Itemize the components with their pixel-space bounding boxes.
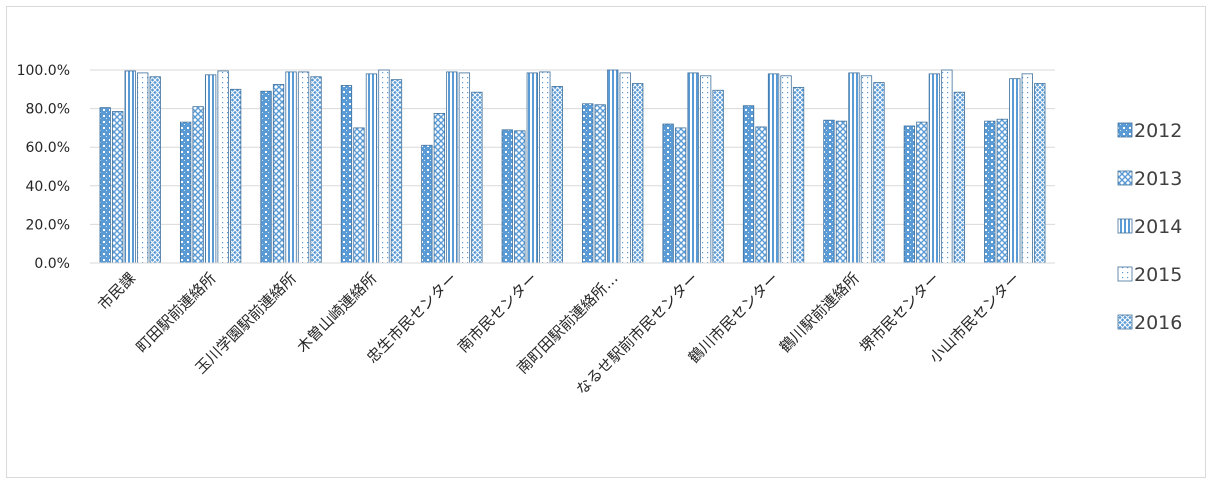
bar-2015-5 <box>539 71 551 264</box>
bar-2016-8 <box>792 86 805 264</box>
bar-2015-0 <box>137 72 149 264</box>
bar-2012-10 <box>903 125 916 264</box>
bar-2016-0 <box>149 76 161 264</box>
x-tick-label: 町田駅前連絡所 <box>132 269 219 356</box>
bar-2014-8 <box>767 73 780 264</box>
bar-2013-3 <box>353 127 365 264</box>
bar-2013-7 <box>674 127 687 264</box>
bar-2016-9 <box>873 82 885 264</box>
legend-label: 2012 <box>1134 120 1182 142</box>
y-axis: 0.0% 20.0% 40.0% 60.0% 80.0% 100.0% <box>17 63 70 272</box>
bar-2012-8 <box>742 105 755 264</box>
bar-2014-5 <box>526 72 538 264</box>
bar-2015-9 <box>860 75 873 264</box>
bar-2016-4 <box>471 91 483 264</box>
bar-2012-7 <box>662 123 674 264</box>
bar-2015-2 <box>297 71 310 264</box>
y-tick-label: 100.0% <box>17 63 70 79</box>
bar-2012-3 <box>340 85 353 264</box>
bar-2016-2 <box>310 76 322 264</box>
bar-2012-9 <box>823 119 835 264</box>
bar-2016-5 <box>551 86 563 264</box>
x-tick-label: 市民課 <box>94 269 139 314</box>
y-tick-label: 20.0% <box>26 217 70 233</box>
bar-2013-6 <box>594 104 606 264</box>
legend-swatch-2014 <box>1117 218 1133 234</box>
bar-2014-10 <box>928 73 941 264</box>
bar-2016-10 <box>953 91 966 264</box>
y-tick-label: 80.0% <box>26 102 70 118</box>
bar-2015-11 <box>1021 73 1033 264</box>
bar-2012-4 <box>421 144 433 264</box>
x-axis: 市民課町田駅前連絡所玉川学園駅前連絡所木曽山崎連絡所忠生市民センター南市民センタ… <box>90 262 1055 399</box>
bar-2012-11 <box>984 120 996 264</box>
bar-2013-5 <box>514 130 526 264</box>
x-tick-label: 鶴川駅前連絡所 <box>776 269 863 356</box>
legend-swatch-2015 <box>1117 266 1133 282</box>
bar-2014-4 <box>446 71 458 264</box>
bar-2014-11 <box>1009 78 1021 264</box>
legend-label: 2013 <box>1134 168 1182 190</box>
bar-2016-3 <box>390 79 403 264</box>
bar-2014-0 <box>124 70 136 264</box>
bar-2014-7 <box>687 72 699 264</box>
bar-2013-11 <box>996 118 1008 264</box>
bar-2013-8 <box>755 126 767 264</box>
bar-2014-9 <box>848 72 860 264</box>
y-tick-label: 0.0% <box>34 256 70 272</box>
bar-2013-1 <box>192 106 204 264</box>
bar-2013-4 <box>433 113 446 264</box>
bar-2016-11 <box>1034 83 1046 264</box>
bar-2012-6 <box>582 103 594 264</box>
legend-swatch-2013 <box>1117 170 1133 186</box>
bar-2012-1 <box>179 121 192 264</box>
bar-2012-5 <box>501 129 513 264</box>
bar-2016-6 <box>632 83 644 264</box>
bar-2015-3 <box>378 69 390 264</box>
bar-2016-1 <box>229 88 242 264</box>
legend-label: 2016 <box>1134 312 1182 334</box>
bar-2015-4 <box>458 72 471 264</box>
bar-2015-8 <box>780 75 792 264</box>
bar-2013-10 <box>916 121 928 264</box>
y-tick-label: 60.0% <box>26 140 70 156</box>
bar-2013-2 <box>272 84 285 264</box>
legend-label: 2015 <box>1134 264 1182 286</box>
bar-2015-10 <box>941 69 953 264</box>
x-tick-label: 木曽山崎連絡所 <box>293 269 380 356</box>
bar-2014-1 <box>204 74 217 264</box>
bar-2014-3 <box>365 73 378 264</box>
bar-2013-9 <box>835 120 848 264</box>
legend-label: 2014 <box>1134 216 1182 238</box>
x-tick-label: 南市民センター <box>454 269 541 356</box>
x-tick-label: 堺市民センター <box>856 269 943 356</box>
bar-2015-6 <box>619 72 631 264</box>
bar-2012-0 <box>99 107 111 264</box>
bar-2012-2 <box>260 90 272 264</box>
bar-2014-2 <box>285 71 297 264</box>
bar-2015-1 <box>217 70 229 264</box>
y-tick-label: 40.0% <box>26 179 70 195</box>
bar-2016-7 <box>712 89 724 264</box>
legend: 2012 2013 2014 2015 2016 <box>1117 120 1182 334</box>
bar-series <box>99 69 1046 264</box>
legend-swatch-2016 <box>1117 314 1133 330</box>
bar-2015-7 <box>699 75 712 264</box>
legend-swatch-2012 <box>1117 122 1133 138</box>
bar-2014-6 <box>607 69 619 264</box>
bar-2013-0 <box>112 111 124 264</box>
